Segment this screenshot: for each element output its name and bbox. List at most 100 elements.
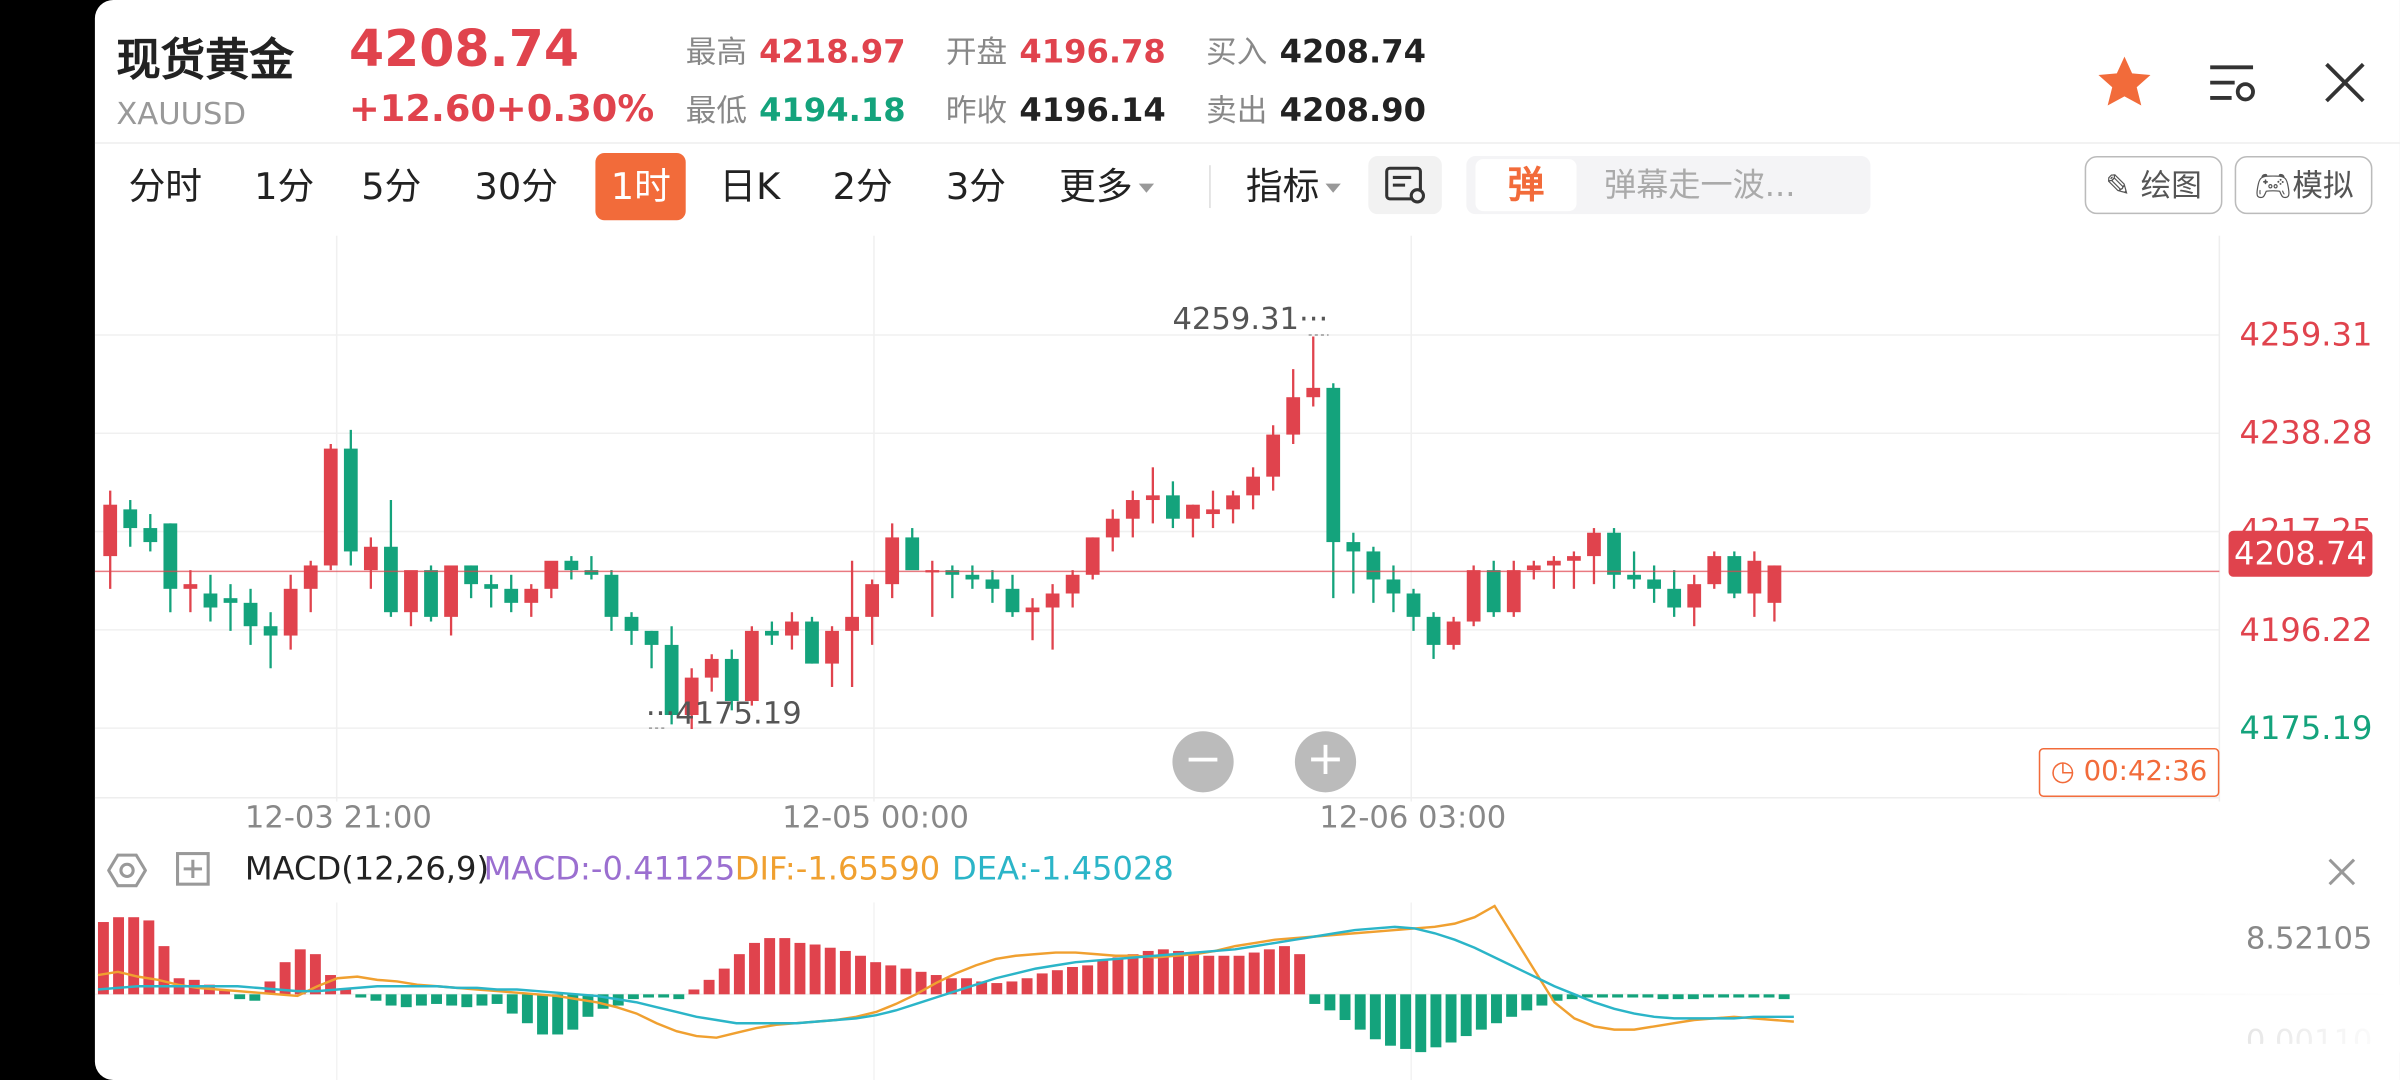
candle-body [1767, 565, 1782, 603]
macd-bar [431, 994, 442, 1004]
macd-bar [1006, 981, 1018, 995]
danmaku-bar[interactable]: 弹 弹幕走一波... [1466, 156, 1871, 215]
candle-body [544, 560, 559, 589]
candle-body [1065, 574, 1080, 594]
macd-axis-top: 8.52105 [2245, 919, 2373, 957]
macd-bar [1036, 973, 1048, 995]
indicator-dropdown[interactable]: 指标 [1246, 153, 1341, 220]
candle-body [1025, 607, 1040, 613]
candle-body [1306, 387, 1321, 398]
macd-bar [249, 994, 261, 1001]
candle-body [404, 570, 418, 613]
candlestick-chart[interactable] [94, 235, 2400, 802]
candle-body [1426, 616, 1441, 645]
macd-bar [158, 946, 170, 995]
candle-body [444, 565, 458, 617]
macd-bar [1369, 994, 1381, 1040]
candle-body [303, 565, 318, 589]
candle-body [564, 560, 579, 571]
candle-body [384, 546, 398, 613]
macd-bar [976, 981, 988, 995]
candle-body [1526, 565, 1541, 571]
macd-bar [1718, 994, 1730, 998]
macd-bar [340, 989, 352, 995]
price-change: +12.60 [348, 87, 496, 131]
chart-settings-icon [1385, 166, 1425, 204]
candle-body [123, 509, 138, 529]
macd-bar [1672, 994, 1684, 1000]
minus-icon: − [1183, 732, 1223, 787]
tab-timeframe-30m[interactable]: 30分 [474, 165, 558, 209]
candle-body [1085, 537, 1100, 575]
candle-body [1105, 518, 1120, 538]
time-label-3: 12-06 03:00 [1319, 798, 1507, 836]
candle-body [1546, 560, 1561, 566]
candle-body [1366, 551, 1381, 580]
candle-body [183, 584, 198, 589]
macd-bar [537, 994, 548, 1035]
simulate-button[interactable]: 🎮︎模拟 [2234, 156, 2373, 215]
settings-list-icon[interactable] [2204, 58, 2259, 107]
candle-body [624, 616, 639, 631]
candle-body [764, 630, 779, 636]
candle-body [1406, 593, 1421, 617]
macd-bar [1612, 994, 1624, 998]
macd-bar [1778, 994, 1790, 1000]
macd-bar [1597, 994, 1608, 998]
candle-body [584, 570, 599, 575]
candle-body [143, 528, 158, 543]
macd-bar [1203, 955, 1215, 995]
chevron-down-icon [1325, 183, 1341, 193]
macd-bar [643, 994, 654, 998]
candle-body [203, 593, 218, 608]
dea-line [97, 925, 1794, 1025]
zoom-in-button[interactable]: + [1294, 731, 1357, 793]
danmaku-toggle[interactable]: 弹 [1475, 159, 1577, 212]
tab-timeframe-1h[interactable]: 1时 [595, 152, 687, 221]
candle-body [1386, 579, 1401, 594]
candle-body [504, 588, 519, 603]
macd-bar [1309, 994, 1321, 1004]
divider [94, 142, 2400, 144]
macd-bar [476, 994, 488, 1006]
hexagon-settings-icon[interactable] [106, 851, 148, 891]
star-icon[interactable] [2094, 52, 2155, 113]
add-indicator-icon[interactable] [174, 851, 211, 888]
macd-value: MACD:-0.41125 [483, 850, 736, 888]
macd-bar [219, 989, 230, 995]
close-macd-icon[interactable] [2323, 854, 2360, 891]
gamepad-icon: 🎮︎ [2253, 166, 2293, 204]
candle-body [1727, 556, 1742, 594]
macd-fade-overlay [1867, 985, 2400, 1053]
macd-bar [749, 942, 760, 995]
close-icon[interactable] [2320, 58, 2369, 107]
danmaku-input[interactable]: 弹幕走一波... [1604, 166, 1796, 204]
macd-bar [1642, 994, 1654, 998]
tab-timeframe-daily[interactable]: 日K [719, 165, 781, 209]
candle-body [1326, 387, 1341, 543]
more-dropdown[interactable]: 更多 [1059, 153, 1155, 220]
macd-bar [1097, 960, 1109, 995]
candle-body [1125, 500, 1140, 519]
macd-bar [885, 965, 897, 995]
candle-body [865, 584, 880, 617]
candle-body [103, 504, 118, 557]
macd-bar [1188, 952, 1200, 995]
tab-timeframe-time[interactable]: 分时 [128, 165, 203, 209]
current-price: 4208.74 [348, 18, 580, 79]
instrument-symbol: XAUUSD [116, 94, 247, 132]
candle-body [1506, 570, 1521, 613]
macd-bar [1445, 994, 1457, 1043]
candle-body [664, 644, 679, 716]
tab-timeframe-5m[interactable]: 5分 [361, 165, 422, 209]
price-level-5: 4175.19 [2239, 709, 2373, 747]
tab-timeframe-2m[interactable]: 2分 [832, 165, 893, 209]
tab-timeframe-1m[interactable]: 1分 [254, 165, 315, 209]
time-label-1: 12-03 21:00 [244, 798, 432, 836]
zoom-out-button[interactable]: − [1172, 731, 1234, 793]
draw-button[interactable]: ✎ 绘图 [2084, 156, 2223, 215]
stat-sell: 卖出 4208.90 [1206, 91, 1426, 129]
chart-settings-button[interactable] [1368, 156, 1442, 215]
macd-bar [1415, 994, 1427, 1053]
tab-timeframe-3m[interactable]: 3分 [945, 165, 1007, 209]
